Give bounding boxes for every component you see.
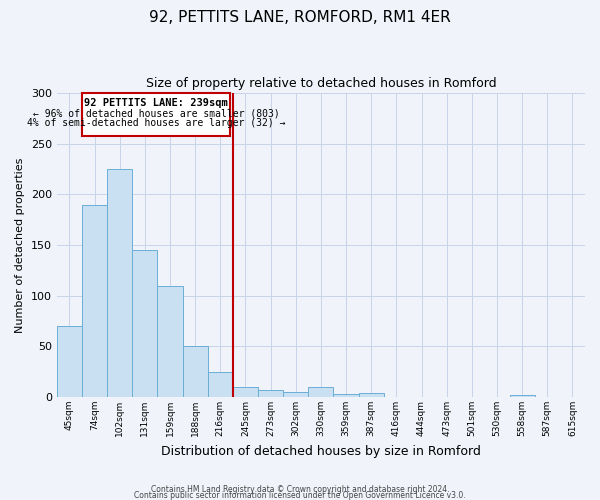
Bar bbox=[157, 286, 182, 397]
Text: Contains public sector information licensed under the Open Government Licence v3: Contains public sector information licen… bbox=[134, 490, 466, 500]
Bar bbox=[334, 394, 359, 397]
Bar bbox=[208, 372, 233, 397]
Bar bbox=[132, 250, 157, 397]
Bar bbox=[359, 393, 384, 397]
Text: ← 96% of detached houses are smaller (803): ← 96% of detached houses are smaller (80… bbox=[33, 108, 280, 118]
Bar bbox=[82, 204, 107, 397]
Bar bbox=[283, 392, 308, 397]
Bar bbox=[233, 387, 258, 397]
Title: Size of property relative to detached houses in Romford: Size of property relative to detached ho… bbox=[146, 78, 496, 90]
Text: 92, PETTITS LANE, ROMFORD, RM1 4ER: 92, PETTITS LANE, ROMFORD, RM1 4ER bbox=[149, 10, 451, 25]
Text: 92 PETTITS LANE: 239sqm: 92 PETTITS LANE: 239sqm bbox=[84, 98, 228, 108]
X-axis label: Distribution of detached houses by size in Romford: Distribution of detached houses by size … bbox=[161, 444, 481, 458]
Text: 4% of semi-detached houses are larger (32) →: 4% of semi-detached houses are larger (3… bbox=[27, 118, 286, 128]
Bar bbox=[308, 387, 334, 397]
Bar bbox=[258, 390, 283, 397]
Bar bbox=[107, 169, 132, 397]
Y-axis label: Number of detached properties: Number of detached properties bbox=[15, 158, 25, 332]
Bar bbox=[57, 326, 82, 397]
FancyBboxPatch shape bbox=[82, 93, 230, 136]
Bar bbox=[509, 395, 535, 397]
Text: Contains HM Land Registry data © Crown copyright and database right 2024.: Contains HM Land Registry data © Crown c… bbox=[151, 484, 449, 494]
Bar bbox=[182, 346, 208, 397]
